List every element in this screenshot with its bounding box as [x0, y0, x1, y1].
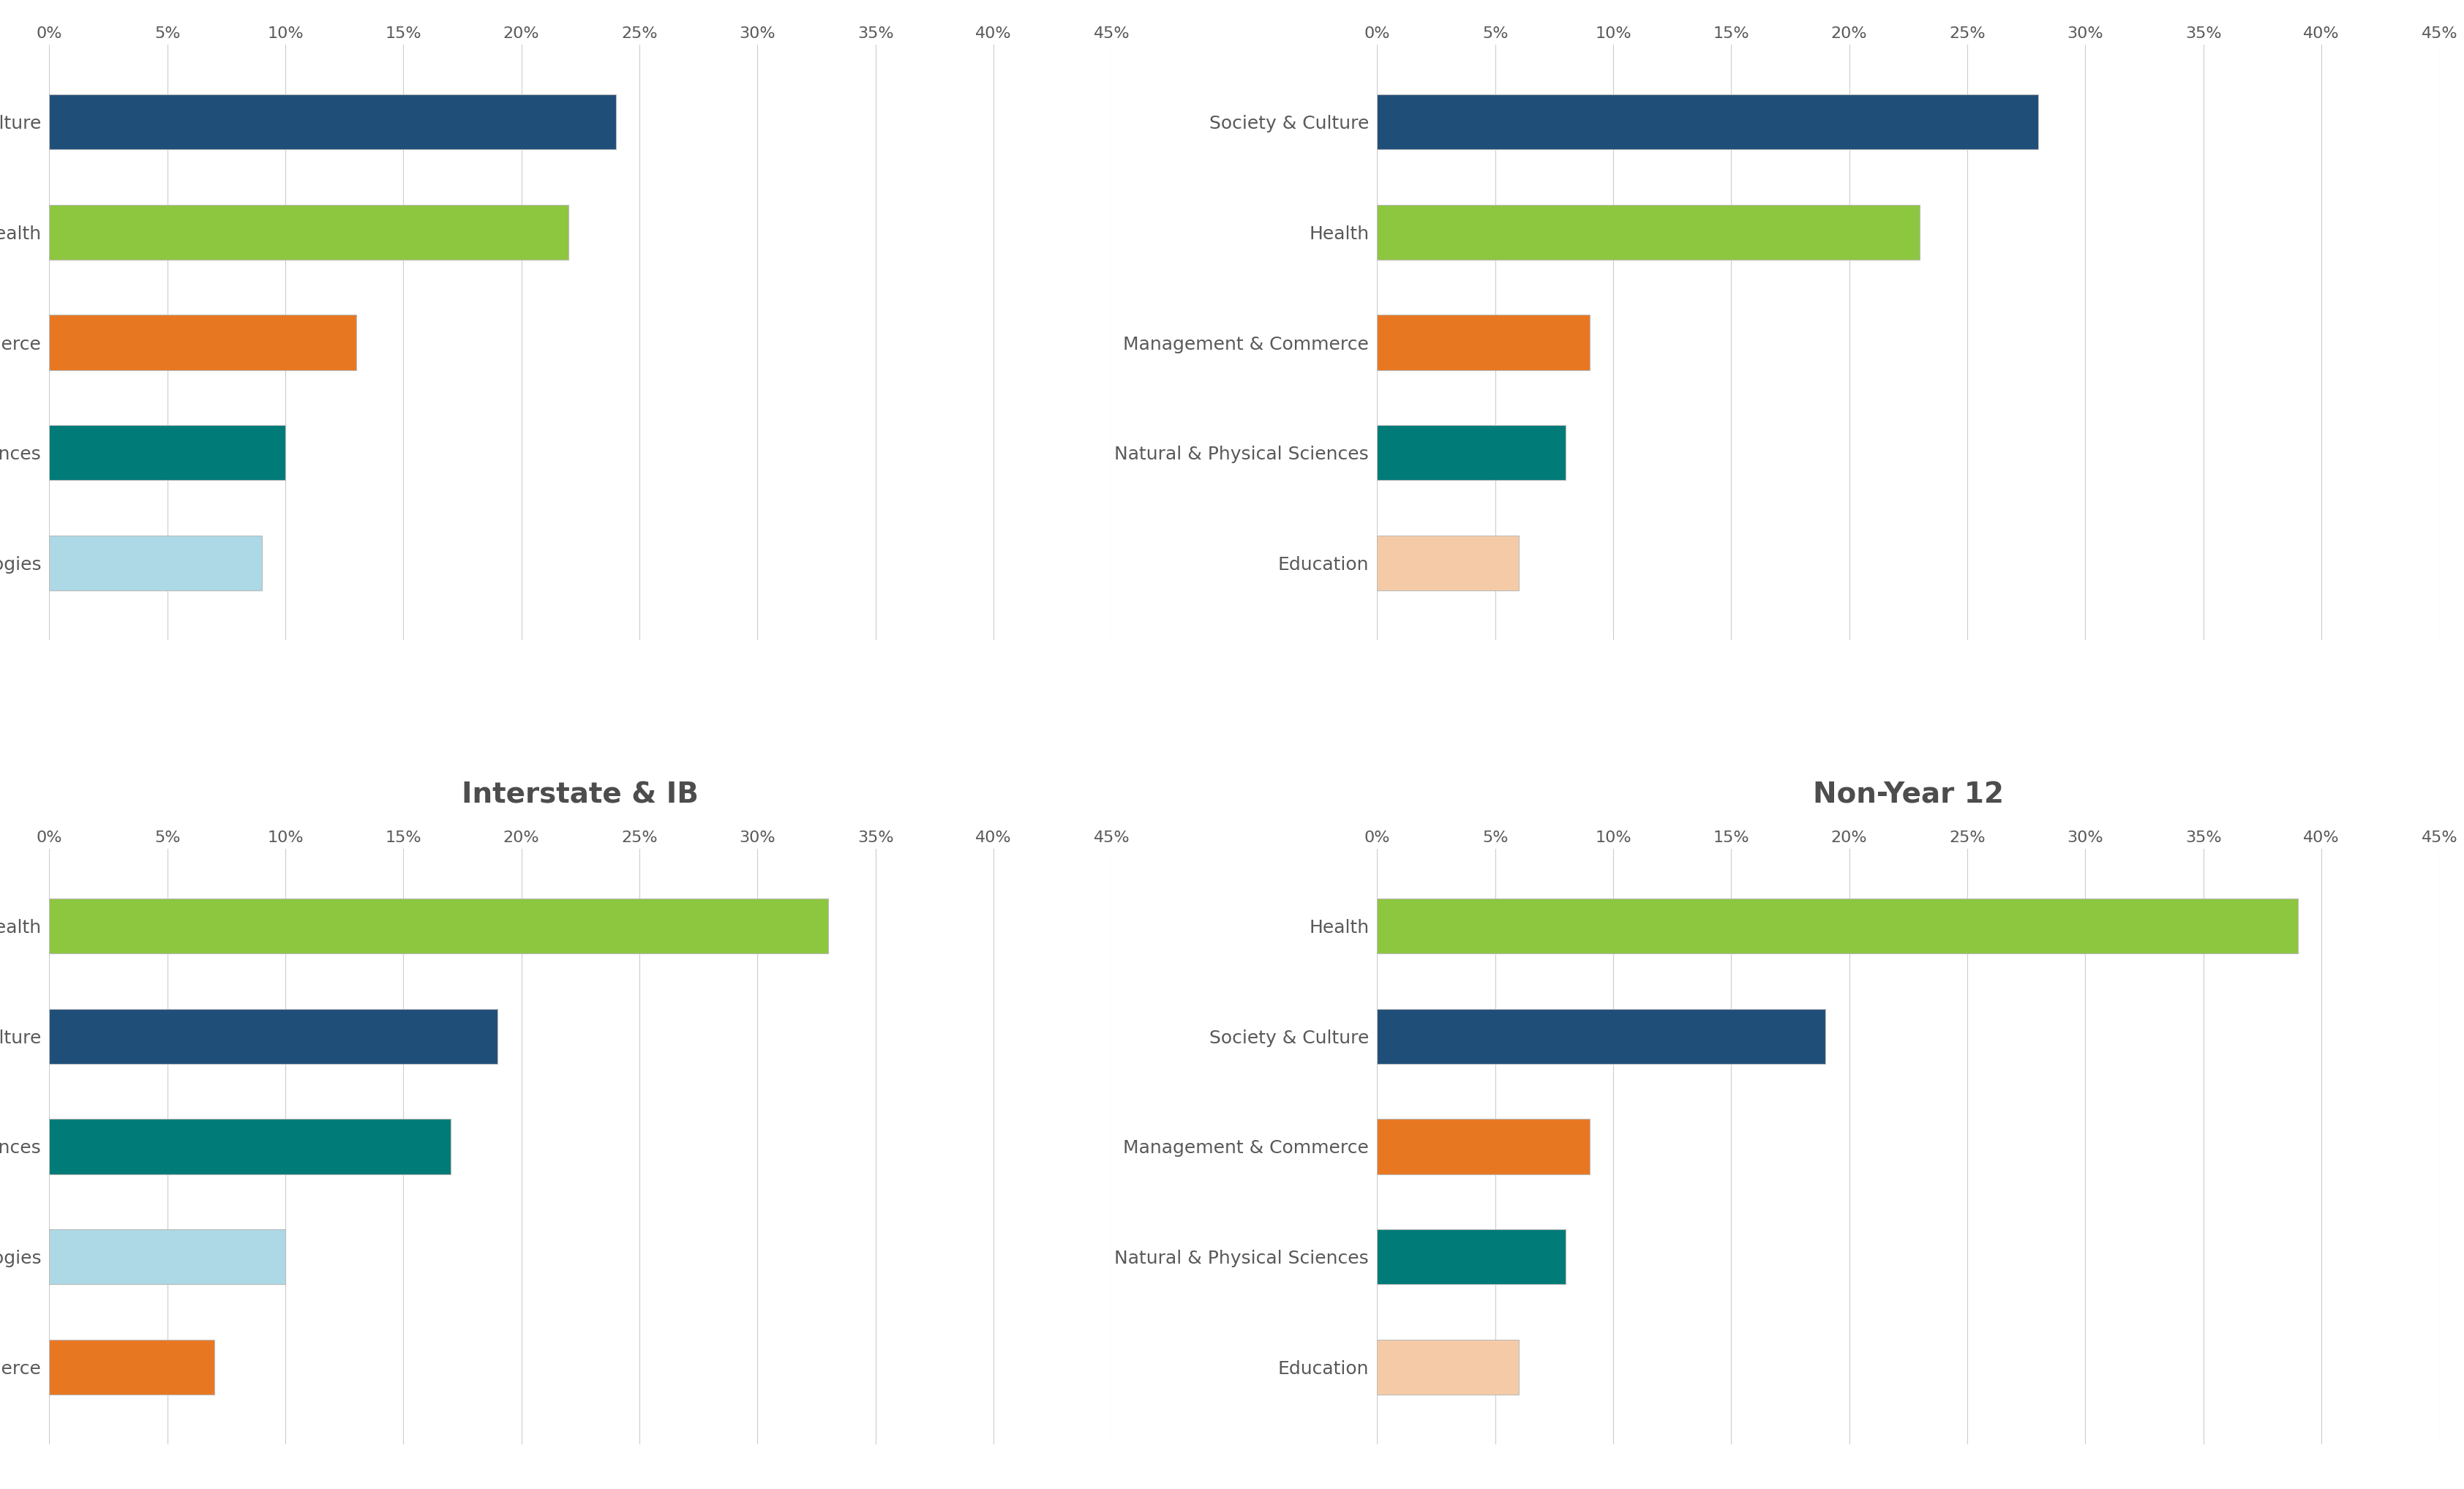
- Bar: [1377, 426, 1567, 481]
- Bar: [1377, 204, 1919, 259]
- Bar: [49, 1008, 498, 1063]
- Title: Interstate & IB: Interstate & IB: [461, 782, 700, 809]
- Bar: [1377, 898, 2299, 953]
- Title: NSW: NSW: [542, 0, 618, 4]
- Bar: [49, 1230, 286, 1285]
- Bar: [1377, 536, 1518, 591]
- Bar: [49, 204, 569, 259]
- Bar: [1377, 1230, 1567, 1285]
- Bar: [1377, 1118, 1589, 1175]
- Bar: [1377, 1008, 1826, 1063]
- Bar: [49, 1118, 451, 1175]
- Bar: [1377, 1340, 1518, 1395]
- Bar: [49, 94, 616, 149]
- Bar: [49, 536, 261, 591]
- Bar: [49, 1340, 214, 1395]
- Bar: [1377, 94, 2038, 149]
- Bar: [49, 314, 357, 371]
- Bar: [49, 898, 828, 953]
- Bar: [1377, 314, 1589, 371]
- Title: Non-Year 12: Non-Year 12: [1814, 782, 2003, 809]
- Bar: [49, 426, 286, 481]
- Title: ACT: ACT: [1878, 0, 1939, 4]
